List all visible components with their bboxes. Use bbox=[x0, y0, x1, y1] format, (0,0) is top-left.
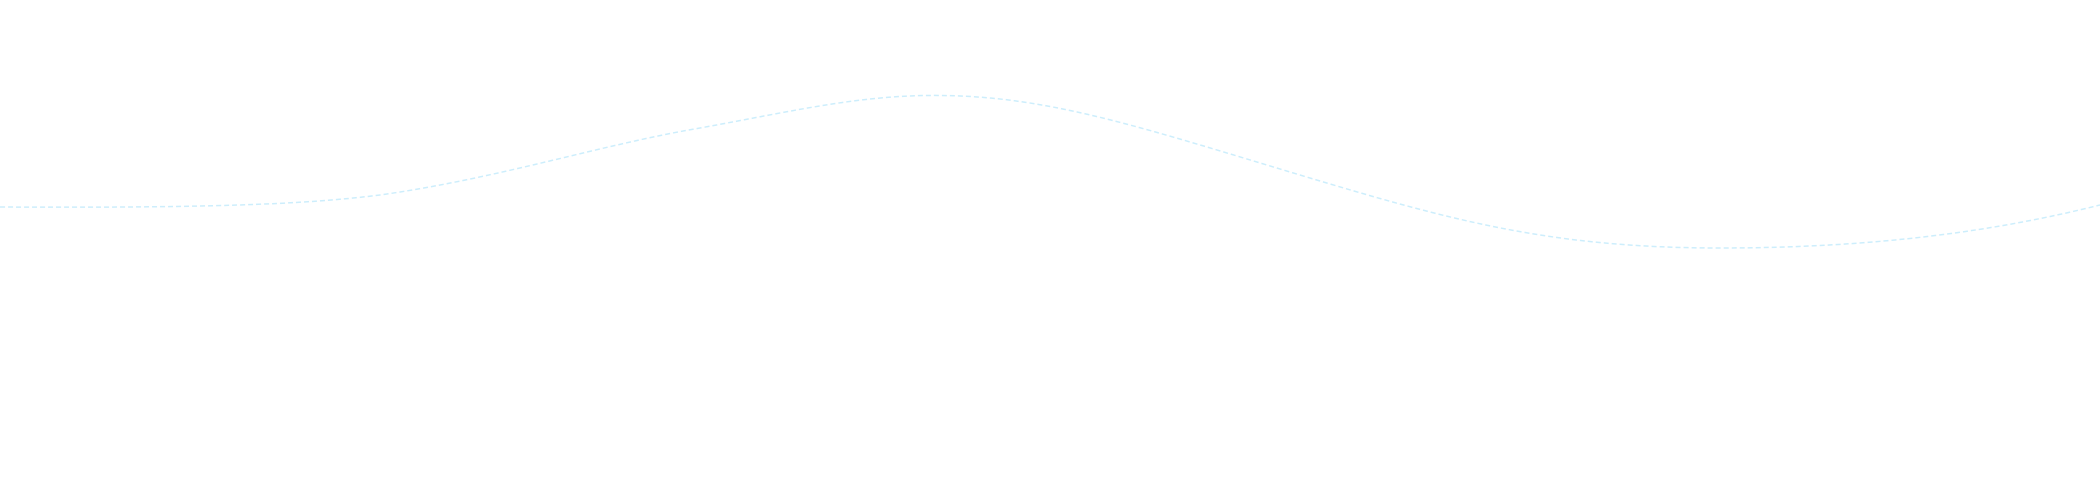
dashed-wave-line bbox=[0, 94, 2100, 249]
